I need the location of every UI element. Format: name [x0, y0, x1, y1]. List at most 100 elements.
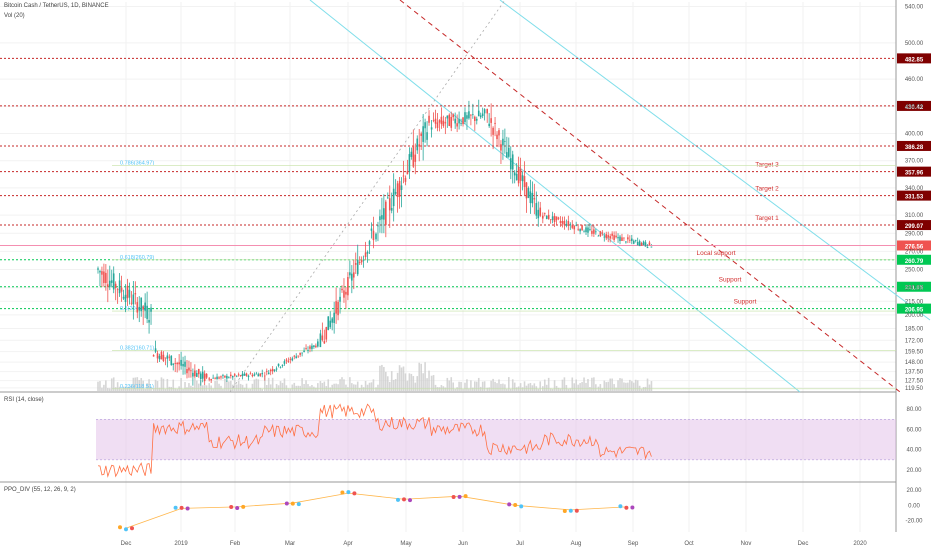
- symbol-title: Bitcoin Cash / TetherUS, 1D, BINANCE: [4, 3, 109, 9]
- candle-body: [444, 122, 447, 124]
- volume-bar: [481, 381, 484, 392]
- candle-body: [124, 294, 127, 302]
- candle-body: [595, 231, 597, 233]
- price-tag: [897, 281, 931, 292]
- volume-bar: [188, 383, 190, 392]
- fib-label: 0.382(160.71): [120, 346, 154, 352]
- volume-bar: [126, 386, 129, 392]
- candle-body: [642, 241, 645, 246]
- candle-body: [563, 220, 566, 226]
- candle-body: [327, 316, 330, 330]
- candle-body: [351, 273, 353, 281]
- volume-bar: [222, 388, 224, 392]
- candle-body: [458, 119, 460, 124]
- volume-bar: [148, 379, 150, 392]
- volume-bar: [339, 379, 341, 392]
- volume-bar: [107, 388, 109, 392]
- candle-body: [496, 134, 498, 140]
- candle-body: [479, 115, 482, 118]
- candle-body: [132, 294, 135, 305]
- volume-bar: [509, 388, 512, 392]
- volume-bar: [186, 387, 188, 392]
- volume-bar: [120, 388, 123, 392]
- candle-body: [235, 375, 238, 377]
- candle-body: [623, 237, 625, 239]
- candles: [97, 99, 653, 386]
- volume-bar: [410, 373, 413, 392]
- time-tick-label: Nov: [741, 541, 752, 547]
- volume-bar: [442, 386, 445, 392]
- candle-body: [136, 302, 139, 313]
- volume-bar: [368, 382, 371, 392]
- volume-bar: [370, 382, 373, 392]
- volume-bar: [255, 378, 258, 392]
- candle-body: [199, 373, 202, 380]
- price-tick-label: 500.00: [905, 41, 924, 47]
- volume-bar: [394, 379, 397, 392]
- volume-bar: [563, 377, 566, 392]
- price-tag-label: 231.05: [905, 286, 924, 292]
- channel-line-upper: [499, 0, 931, 321]
- volume-bar: [224, 378, 226, 392]
- candle-body: [426, 132, 428, 140]
- volume-bar: [317, 383, 319, 392]
- price-tag: [897, 240, 931, 251]
- candle-body: [325, 327, 328, 340]
- volume-bar: [356, 381, 359, 392]
- candle-body: [138, 306, 141, 311]
- volume-bar: [585, 382, 587, 392]
- ppo-tick-label: -20.00: [905, 519, 923, 525]
- ppo-dot: [457, 494, 462, 499]
- price-tag-label: 206.95: [905, 308, 924, 314]
- volume-bar: [392, 379, 395, 392]
- rsi-legend: RSI (14, close): [4, 397, 44, 403]
- candle-body: [291, 358, 294, 361]
- volume-bar: [543, 379, 546, 392]
- candle-body: [362, 259, 365, 261]
- volume-bar: [235, 384, 238, 392]
- time-tick-label: Dec: [121, 541, 132, 547]
- candle-body: [381, 215, 383, 220]
- candle-body: [230, 374, 232, 377]
- price-tick-label: 215.00: [905, 299, 924, 305]
- volume-bar: [194, 377, 196, 392]
- candle-body: [110, 280, 113, 283]
- volume-bar: [261, 388, 264, 392]
- volume-bar: [412, 376, 415, 392]
- candle-body: [571, 225, 574, 228]
- level-annotation: Local support: [696, 250, 735, 257]
- volume-bar: [154, 379, 157, 392]
- volume-bar: [118, 386, 121, 392]
- candle-body: [261, 373, 264, 375]
- volume-bar: [615, 387, 617, 392]
- candle-body: [464, 112, 466, 122]
- volume-bar: [142, 380, 144, 392]
- volume-bar: [287, 388, 290, 392]
- candle-body: [293, 355, 296, 357]
- candle-body: [511, 154, 514, 170]
- volume-bar: [400, 367, 403, 392]
- volume-bar: [218, 383, 220, 392]
- candle-body: [492, 127, 494, 135]
- ppo-legend: PPO_DIV (55, 12, 26, 9, 2): [4, 487, 76, 493]
- volume-bar: [383, 366, 385, 392]
- price-tick-label: 137.50: [905, 370, 924, 376]
- ppo-dot: [396, 497, 400, 502]
- volume-bar: [305, 380, 307, 392]
- volume-bar: [313, 386, 315, 392]
- volume-bar: [498, 379, 500, 392]
- volume-bar: [454, 388, 456, 392]
- volume-bar: [345, 384, 347, 392]
- volume-bar: [629, 379, 631, 392]
- price-tag-label: 260.79: [905, 259, 924, 265]
- ppo-dot: [402, 497, 406, 502]
- candle-body: [557, 217, 560, 219]
- level-annotation: Support: [734, 299, 757, 306]
- candle-body: [101, 271, 103, 275]
- candle-body: [255, 373, 258, 375]
- volume-bar: [178, 386, 180, 392]
- ppo-dot: [519, 504, 524, 509]
- volume-bar: [406, 380, 409, 392]
- ppo-dot: [507, 502, 512, 507]
